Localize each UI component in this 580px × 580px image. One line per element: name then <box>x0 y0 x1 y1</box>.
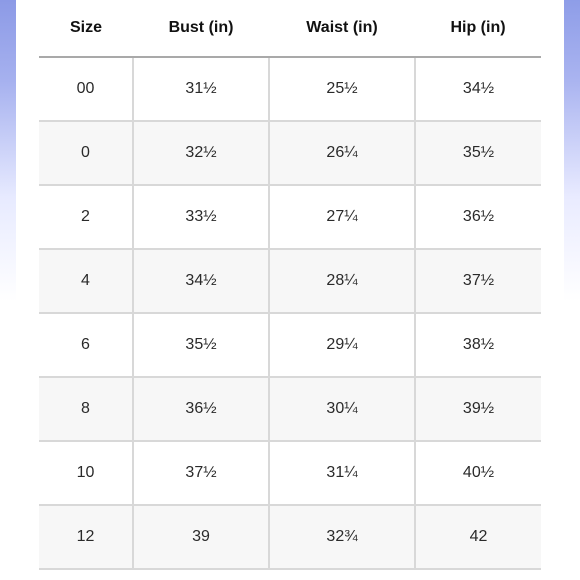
cell-waist: 28¼ <box>269 249 416 314</box>
cell-size: 12 <box>39 505 134 570</box>
header-waist: Waist (in) <box>269 0 415 58</box>
cell-size: 2 <box>39 185 134 250</box>
cell-bust: 34½ <box>133 249 270 314</box>
cell-size: 10 <box>39 441 134 506</box>
cell-bust: 39 <box>133 505 270 570</box>
table-row: 8 36½ 30¼ 39½ <box>39 377 541 442</box>
cell-size: 4 <box>39 249 134 314</box>
size-chart-table: Size Bust (in) Waist (in) Hip (in) 00 31… <box>39 0 541 570</box>
cell-size: 6 <box>39 313 134 378</box>
right-edge-gradient <box>564 0 580 580</box>
header-bust: Bust (in) <box>133 0 269 58</box>
cell-bust: 32½ <box>133 121 270 186</box>
cell-hip: 37½ <box>415 249 541 314</box>
cell-hip: 35½ <box>415 121 541 186</box>
size-chart-sheet: Size Bust (in) Waist (in) Hip (in) 00 31… <box>19 0 561 580</box>
cell-waist: 31¼ <box>269 441 416 506</box>
cell-size: 8 <box>39 377 134 442</box>
cell-size: 00 <box>39 57 134 122</box>
table-row: 6 35½ 29¼ 38½ <box>39 313 541 378</box>
cell-bust: 31½ <box>133 57 270 122</box>
cell-bust: 36½ <box>133 377 270 442</box>
header-size: Size <box>39 0 133 58</box>
cell-hip: 36½ <box>415 185 541 250</box>
cell-waist: 27¼ <box>269 185 416 250</box>
table-row: 0 32½ 26¼ 35½ <box>39 121 541 186</box>
cell-hip: 34½ <box>415 57 541 122</box>
cell-waist: 32¾ <box>269 505 416 570</box>
cell-bust: 33½ <box>133 185 270 250</box>
table-row: 12 39 32¾ 42 <box>39 505 541 570</box>
table-row: 00 31½ 25½ 34½ <box>39 57 541 122</box>
table-row: 4 34½ 28¼ 37½ <box>39 249 541 314</box>
left-edge-gradient <box>0 0 16 580</box>
table-row: 2 33½ 27¼ 36½ <box>39 185 541 250</box>
cell-waist: 25½ <box>269 57 416 122</box>
table-row: 10 37½ 31¼ 40½ <box>39 441 541 506</box>
cell-hip: 40½ <box>415 441 541 506</box>
cell-hip: 42 <box>415 505 541 570</box>
cell-waist: 26¼ <box>269 121 416 186</box>
cell-waist: 30¼ <box>269 377 416 442</box>
cell-bust: 35½ <box>133 313 270 378</box>
header-row: Size Bust (in) Waist (in) Hip (in) <box>39 0 541 58</box>
header-hip: Hip (in) <box>415 0 541 58</box>
cell-hip: 39½ <box>415 377 541 442</box>
cell-waist: 29¼ <box>269 313 416 378</box>
cell-hip: 38½ <box>415 313 541 378</box>
cell-bust: 37½ <box>133 441 270 506</box>
cell-size: 0 <box>39 121 134 186</box>
